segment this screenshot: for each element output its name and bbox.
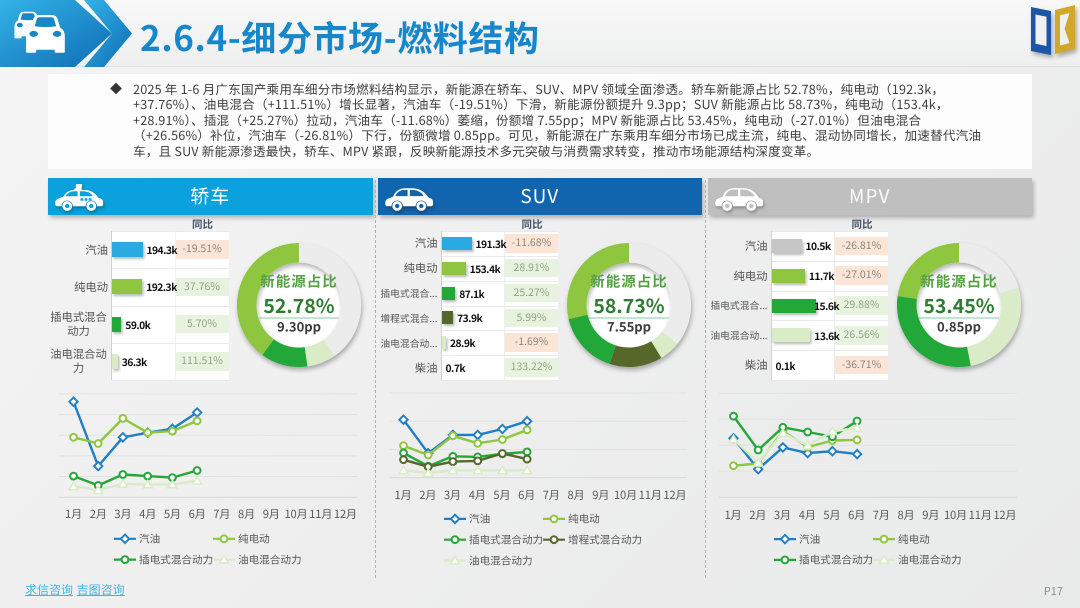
svg-text:油电混合动力: 油电混合动力 [898, 553, 962, 568]
svg-text:52.78%: 52.78% [263, 290, 334, 319]
svg-text:增程式混合动力: 增程式混合动力 [568, 533, 642, 548]
svg-text:汽油: 汽油 [139, 532, 160, 547]
svg-text:油电混合动力: 油电混合动力 [469, 553, 533, 568]
svg-text:新能源占比: 新能源占比 [260, 271, 338, 292]
svg-text:插电式混合动力: 插电式混合动力 [139, 552, 213, 567]
svg-text:插电式混合动力: 插电式混合动力 [799, 553, 873, 568]
svg-text:新能源占比: 新能源占比 [920, 271, 998, 292]
svg-text:纯电动: 纯电动 [238, 532, 270, 547]
svg-text:油电混合动力: 油电混合动力 [238, 552, 302, 567]
svg-text:插电式混合动力: 插电式混合动力 [469, 533, 543, 548]
svg-text:汽油: 汽油 [799, 532, 820, 547]
svg-text:9.30pp: 9.30pp [277, 317, 321, 336]
svg-text:新能源占比: 新能源占比 [590, 271, 668, 292]
svg-text:纯电动: 纯电动 [568, 512, 600, 527]
svg-text:汽油: 汽油 [469, 512, 490, 527]
svg-text:7.55pp: 7.55pp [607, 317, 651, 336]
svg-text:纯电动: 纯电动 [898, 532, 930, 547]
svg-text:58.73%: 58.73% [593, 290, 664, 319]
svg-text:0.85pp: 0.85pp [937, 317, 981, 336]
svg-text:53.45%: 53.45% [923, 290, 994, 319]
